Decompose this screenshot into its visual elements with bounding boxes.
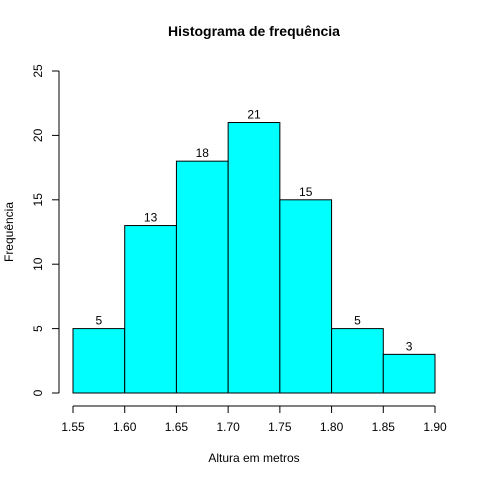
histogram-bar [382,353,436,394]
y-axis-label: Frequência [2,202,16,262]
y-tick-label: 25 [31,64,45,78]
y-tick-label: 15 [31,193,45,207]
bar-value-label: 13 [144,211,158,225]
histogram-bar [279,199,333,394]
bar-value-label: 15 [299,185,313,199]
x-tick-label: 1.80 [320,420,344,434]
x-tick-label: 1.60 [113,420,137,434]
y-tick-label: 0 [31,389,45,396]
x-tick-label: 1.70 [216,420,240,434]
x-tick-label: 1.75 [268,420,292,434]
bars-group [72,122,436,394]
bar-value-label: 18 [196,146,210,160]
bar-value-label: 5 [354,314,361,328]
x-tick-label: 1.90 [423,420,447,434]
x-axis: 1.55 1.60 1.65 1.70 1.75 1.80 1.85 1.90 [61,405,447,434]
histogram-bar [72,328,126,394]
bar-value-label: 21 [247,108,261,122]
x-tick-label: 1.65 [165,420,189,434]
histogram-bar [175,160,229,394]
x-tick-label: 1.85 [372,420,396,434]
bar-value-label: 5 [96,314,103,328]
y-axis: 0 5 10 15 20 25 [31,64,60,396]
bar-value-label: 3 [406,339,413,353]
histogram-bar [227,122,281,394]
y-tick-label: 5 [31,325,45,332]
histogram-bar [331,328,384,394]
data-labels-group: 5 13 18 21 15 5 3 [96,108,413,354]
y-tick-label: 10 [31,257,45,271]
x-tick-label: 1.55 [61,420,85,434]
y-tick-label: 20 [31,128,45,142]
chart-title: Histograma de frequência [168,23,340,39]
histogram-bar [124,225,177,394]
x-axis-label: Altura em metros [208,451,299,465]
